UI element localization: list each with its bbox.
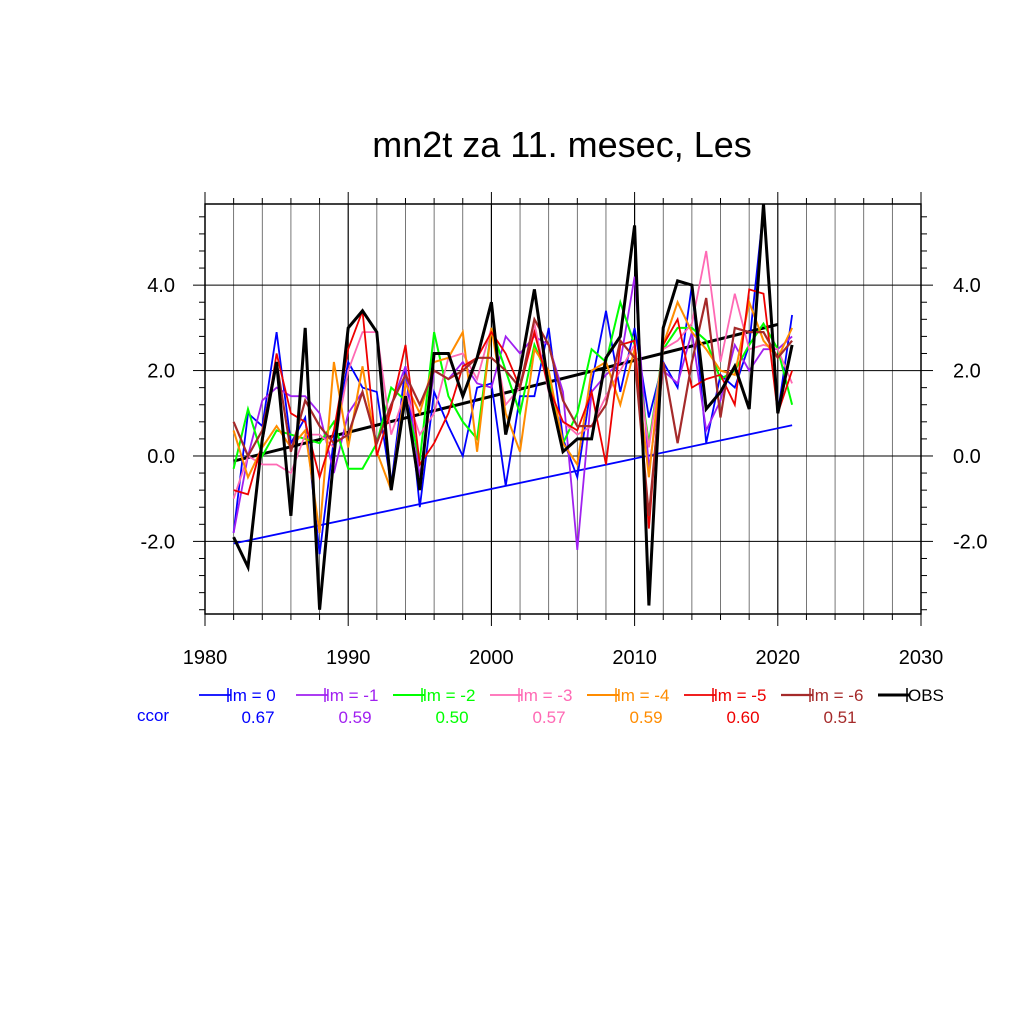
y-tick-label-right: 4.0 [953,275,981,297]
tick-labels: 1980 1990 2000 2010 2020 2030 -2.0 -2.0 0.0 0.0 2.… [141,275,988,669]
x-tick-label: 2000 [469,647,514,669]
series-line [232,208,793,555]
legend-label: lm = -2 [423,686,475,705]
x-tick-label: 2030 [899,647,944,669]
data-series [232,203,794,610]
x-tick-label: 1990 [326,647,371,669]
y-tick-label-left: 4.0 [147,275,175,297]
x-tick-label: 2020 [756,647,801,669]
legend-label: lm = -5 [714,686,766,705]
y-tick-label-left: 2.0 [147,361,175,383]
y-tick-label-left: -2.0 [141,531,175,553]
ccor-label: ccor [137,706,169,725]
legend-label: lm = -6 [811,686,863,705]
series-line [232,203,794,610]
legend-label: lm = -3 [520,686,572,705]
y-tick-label-right: 2.0 [953,361,981,383]
ccor-value: 0.67 [241,708,274,727]
series-line [232,250,793,499]
grid [205,204,921,614]
ccor-value: 0.59 [629,708,662,727]
minor-ticks [193,192,933,626]
legend-label: lm = -1 [326,686,378,705]
ccor-value: 0.51 [823,708,856,727]
legend-label: lm = 0 [229,686,276,705]
series-line [232,297,793,516]
legend-label: OBS [908,686,944,705]
x-tick-label: 2010 [612,647,657,669]
y-tick-label-right: -2.0 [953,531,987,553]
ccor-value: 0.57 [532,708,565,727]
legend-label: lm = -4 [617,686,669,705]
y-tick-label-right: 0.0 [953,446,981,468]
ccor-value: 0.60 [726,708,759,727]
series-line [232,298,794,534]
y-tick-label-left: 0.0 [147,446,175,468]
ccor-value: 0.50 [435,708,468,727]
chart-title: mn2t za 11. mesec, Les [372,124,752,165]
plot-frame [204,203,922,615]
x-tick-label: 1980 [183,647,228,669]
series-line [233,288,793,529]
legend: ccor lm = 0 0.67 lm = -1 0.59 lm = -2 0.50 lm … [137,686,944,727]
ccor-value: 0.59 [338,708,371,727]
